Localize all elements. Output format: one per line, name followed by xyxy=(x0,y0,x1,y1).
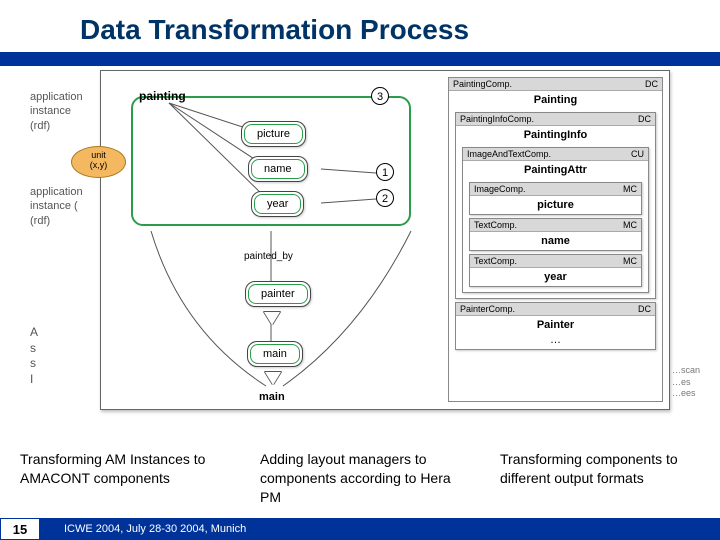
paintingattr-comp: ImageAndTextComp. CU PaintingAttr ImageC… xyxy=(462,147,649,293)
pill-main: main xyxy=(247,341,303,367)
painter-comp: PainterComp. DC Painter … xyxy=(455,302,656,350)
left-diagram: painting unit(x,y) picture name year pai… xyxy=(111,81,441,401)
pill-picture: picture xyxy=(241,121,306,147)
footer-bar: 15 ICWE 2004, July 28-30 2004, Munich xyxy=(0,518,720,540)
bg-fragment-A: AssI xyxy=(30,325,38,387)
triangle-main xyxy=(265,372,281,385)
unit-ellipse: unit(x,y) xyxy=(71,146,126,178)
header-bar xyxy=(0,52,720,66)
painted-by-label: painted_by xyxy=(244,251,293,262)
pill-painter: painter xyxy=(245,281,311,307)
text-comp-year: TextComp. MC year xyxy=(469,254,642,287)
outer-comp-header: PaintingComp. DC xyxy=(449,78,662,91)
diagram-overlay: painting unit(x,y) picture name year pai… xyxy=(100,70,670,410)
image-comp: ImageComp. MC picture xyxy=(469,182,642,215)
painter-ellipsis: … xyxy=(456,334,655,349)
pill-year: year xyxy=(251,191,304,217)
caption-3: Transforming components to different out… xyxy=(500,450,700,507)
circle-1: 1 xyxy=(376,163,394,181)
slide-title: Data Transformation Process xyxy=(0,0,720,52)
caption-2: Adding layout managers to components acc… xyxy=(260,450,460,507)
painting-root-label: painting xyxy=(139,89,186,103)
bg-fragment-rightbot: …scan…es…ees xyxy=(672,365,700,400)
caption-1: Transforming AM Instances to AMACONT com… xyxy=(20,450,220,507)
paintinginfo-comp: PaintingInfoComp. DC PaintingInfo ImageA… xyxy=(455,112,656,299)
circle-2: 2 xyxy=(376,189,394,207)
right-component-panel: PaintingComp. DC Painting PaintingInfoCo… xyxy=(448,77,663,402)
main-bottom-label: main xyxy=(259,391,285,403)
pill-name: name xyxy=(248,156,308,182)
footer-venue: ICWE 2004, July 28-30 2004, Munich xyxy=(64,523,246,535)
triangle-painter xyxy=(264,312,280,325)
text-comp-name: TextComp. MC name xyxy=(469,218,642,251)
circle-3: 3 xyxy=(371,87,389,105)
outer-comp-title: Painting xyxy=(449,91,662,109)
diagram-area: applicationinstance(rdf) applicationinst… xyxy=(30,70,700,440)
page-number: 15 xyxy=(0,518,40,540)
bg-fragment-left1: applicationinstance(rdf) xyxy=(30,90,83,133)
captions-row: Transforming AM Instances to AMACONT com… xyxy=(20,450,700,507)
bg-fragment-left2: applicationinstance ((rdf) xyxy=(30,185,83,228)
